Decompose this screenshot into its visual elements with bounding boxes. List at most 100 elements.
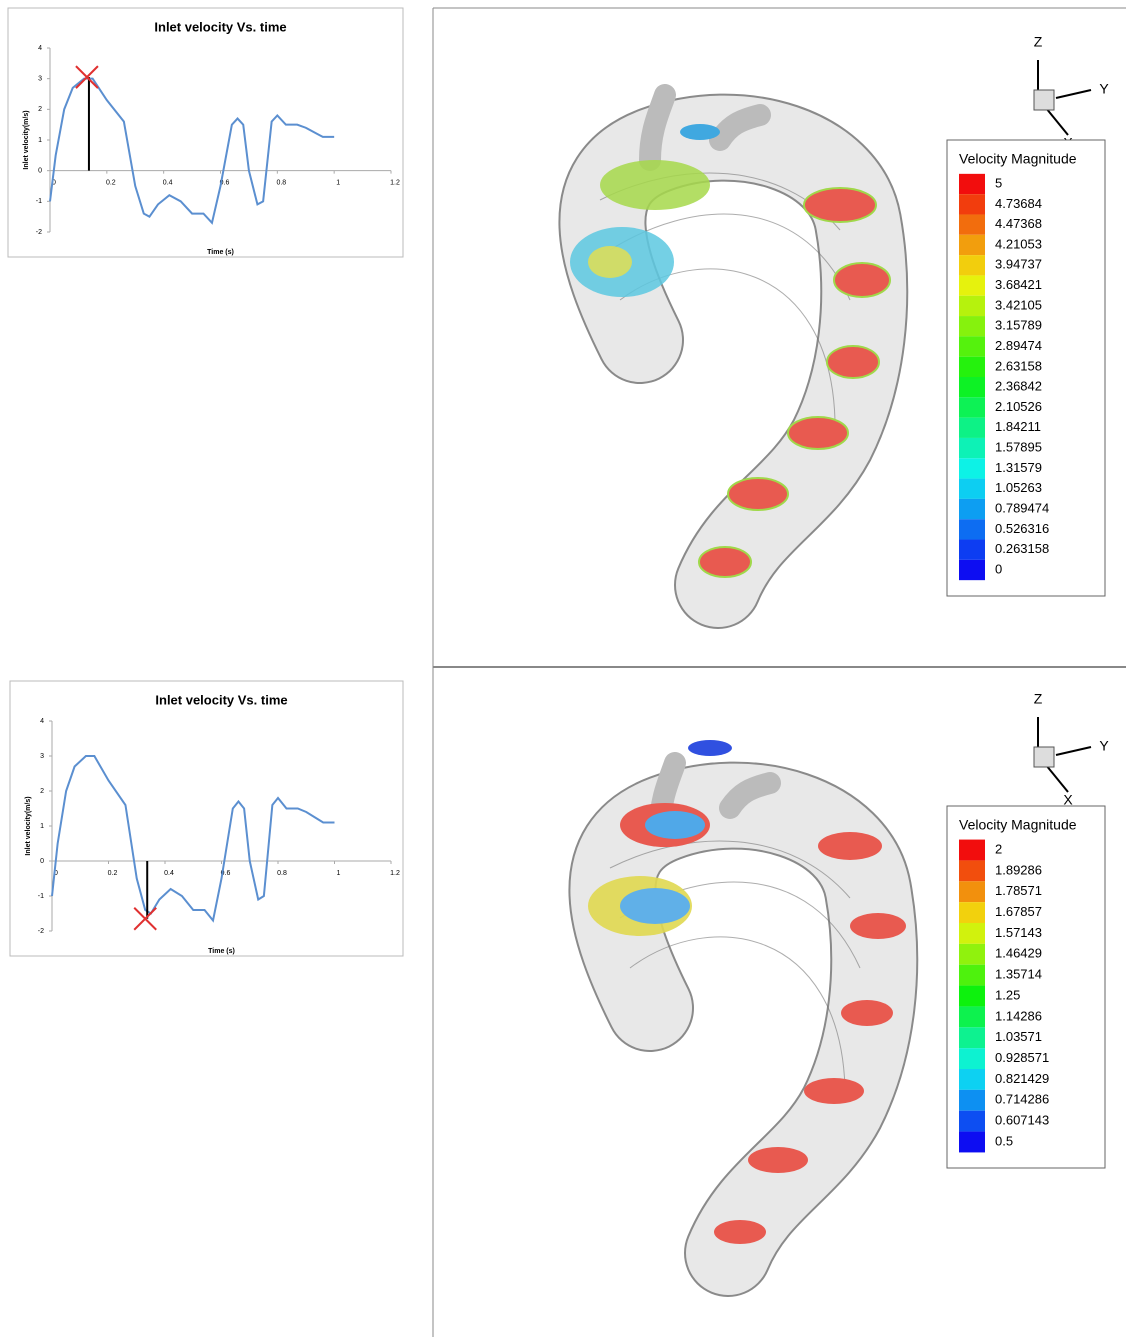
axis-cube bbox=[1033, 89, 1055, 111]
y-tick-label: 4 bbox=[40, 718, 44, 725]
legend-level: 0.5 bbox=[995, 1133, 1013, 1148]
legend-level: 1.05263 bbox=[995, 480, 1042, 495]
chart-title: Inlet velocity Vs. time bbox=[154, 19, 286, 34]
legend-level: 3.42105 bbox=[995, 297, 1042, 312]
legend-level: 1.57895 bbox=[995, 440, 1042, 455]
legend-level: 0.821429 bbox=[995, 1071, 1049, 1086]
legend-level: 2.10526 bbox=[995, 399, 1042, 414]
legend-swatch bbox=[959, 1089, 985, 1111]
legend-title: Velocity Magnitude bbox=[959, 151, 1077, 167]
legend-swatch bbox=[959, 336, 985, 357]
axis-label: Y bbox=[1099, 81, 1109, 97]
y-tick-label: 1 bbox=[40, 823, 44, 830]
x-tick-label: 1.2 bbox=[390, 180, 400, 187]
y-tick-label: 4 bbox=[38, 45, 42, 52]
legend-swatch bbox=[959, 1110, 985, 1132]
legend-swatch bbox=[959, 519, 985, 540]
x-tick-label: 0.8 bbox=[276, 180, 286, 187]
x-tick-label: 1.2 bbox=[390, 870, 400, 877]
data-line bbox=[49, 77, 335, 225]
x-tick-label: 0.4 bbox=[164, 870, 174, 877]
y-tick-label: 3 bbox=[40, 753, 44, 760]
axis-label: X bbox=[1063, 792, 1073, 808]
legend-swatch bbox=[959, 356, 985, 377]
legend-swatch bbox=[959, 498, 985, 520]
axis-cube bbox=[1033, 746, 1055, 768]
y-tick-label: 2 bbox=[38, 106, 42, 113]
aorta-render bbox=[570, 95, 890, 585]
legend-level: 4.73684 bbox=[995, 196, 1042, 211]
legend-level: 1.25 bbox=[995, 987, 1020, 1002]
legend-level: 3.15789 bbox=[995, 318, 1042, 333]
axis-x bbox=[1045, 764, 1069, 793]
y-tick-label: 3 bbox=[38, 76, 42, 83]
y-axis-label: Inlet velocity(m/s) bbox=[23, 110, 30, 169]
legend-level: 1.67857 bbox=[995, 904, 1042, 919]
x-tick-label: 1 bbox=[337, 870, 341, 877]
legend-level: 0 bbox=[995, 561, 1002, 576]
chart-frame bbox=[7, 7, 404, 258]
legend-swatch bbox=[959, 194, 985, 215]
legend-swatch bbox=[959, 295, 985, 317]
legend-swatch bbox=[959, 234, 985, 256]
legend-swatch bbox=[959, 173, 985, 195]
axis-label: Z bbox=[1034, 34, 1043, 50]
x-tick-label: 1 bbox=[336, 180, 340, 187]
legend-level: 0.928571 bbox=[995, 1050, 1049, 1065]
y-axis-label: Inlet velocity(m/s) bbox=[25, 796, 32, 855]
x-tick-label: 0.2 bbox=[108, 870, 118, 877]
legend-swatch bbox=[959, 964, 985, 986]
legend-level: 1.46429 bbox=[995, 946, 1042, 961]
legend-level: 3.94737 bbox=[995, 257, 1042, 272]
legend-swatch bbox=[959, 539, 985, 560]
legend-level: 1.78571 bbox=[995, 883, 1042, 898]
legend-level: 2.89474 bbox=[995, 338, 1042, 353]
legend-swatch bbox=[959, 214, 985, 235]
legend-swatch bbox=[959, 881, 985, 903]
legend-swatch bbox=[959, 1048, 985, 1069]
legend-level: 1.31579 bbox=[995, 460, 1042, 475]
legend-level: 2 bbox=[995, 841, 1002, 856]
legend-swatch bbox=[959, 902, 985, 923]
legend-level: 4.47368 bbox=[995, 216, 1042, 231]
legend-swatch bbox=[959, 417, 985, 438]
x-tick-label: 0.4 bbox=[163, 180, 173, 187]
axis-label: Y bbox=[1099, 738, 1109, 754]
x-tick-label: 0 bbox=[54, 870, 58, 877]
chart-title: Inlet velocity Vs. time bbox=[155, 692, 287, 707]
legend-swatch bbox=[959, 1006, 985, 1028]
legend-level: 2.36842 bbox=[995, 379, 1042, 394]
legend-level: 0.714286 bbox=[995, 1092, 1049, 1107]
data-line bbox=[51, 755, 335, 923]
legend-title: Velocity Magnitude bbox=[959, 817, 1077, 833]
legend-level: 3.68421 bbox=[995, 277, 1042, 292]
legend-level: 5 bbox=[995, 175, 1002, 190]
legend-level: 1.84211 bbox=[995, 419, 1041, 434]
legend-swatch bbox=[959, 943, 985, 965]
y-tick-label: -1 bbox=[38, 893, 44, 900]
legend-swatch bbox=[959, 923, 985, 944]
legend-swatch bbox=[959, 1027, 985, 1049]
y-tick-label: -2 bbox=[36, 229, 42, 236]
legend-level: 4.21053 bbox=[995, 236, 1042, 251]
x-tick-label: 0.6 bbox=[220, 180, 230, 187]
legend-level: 1.35714 bbox=[995, 967, 1042, 982]
x-tick-label: 0.6 bbox=[221, 870, 231, 877]
legend-level: 1.57143 bbox=[995, 925, 1042, 940]
legend-swatch bbox=[959, 860, 985, 882]
legend-swatch bbox=[959, 397, 985, 418]
y-tick-label: 0 bbox=[40, 858, 44, 865]
axis-label: Z bbox=[1034, 691, 1043, 707]
legend-swatch bbox=[959, 1069, 985, 1090]
x-tick-label: 0.8 bbox=[277, 870, 287, 877]
legend-level: 0.607143 bbox=[995, 1113, 1049, 1128]
time-marker bbox=[133, 907, 157, 931]
legend-level: 1.03571 bbox=[995, 1029, 1042, 1044]
time-marker bbox=[75, 65, 99, 89]
x-tick-label: 0 bbox=[52, 180, 56, 187]
legend-swatch bbox=[959, 255, 985, 276]
x-axis-label: Time (s) bbox=[208, 948, 235, 955]
legend-swatch bbox=[959, 316, 985, 337]
x-axis-label: Time (s) bbox=[207, 249, 234, 256]
legend-level: 2.63158 bbox=[995, 358, 1042, 373]
